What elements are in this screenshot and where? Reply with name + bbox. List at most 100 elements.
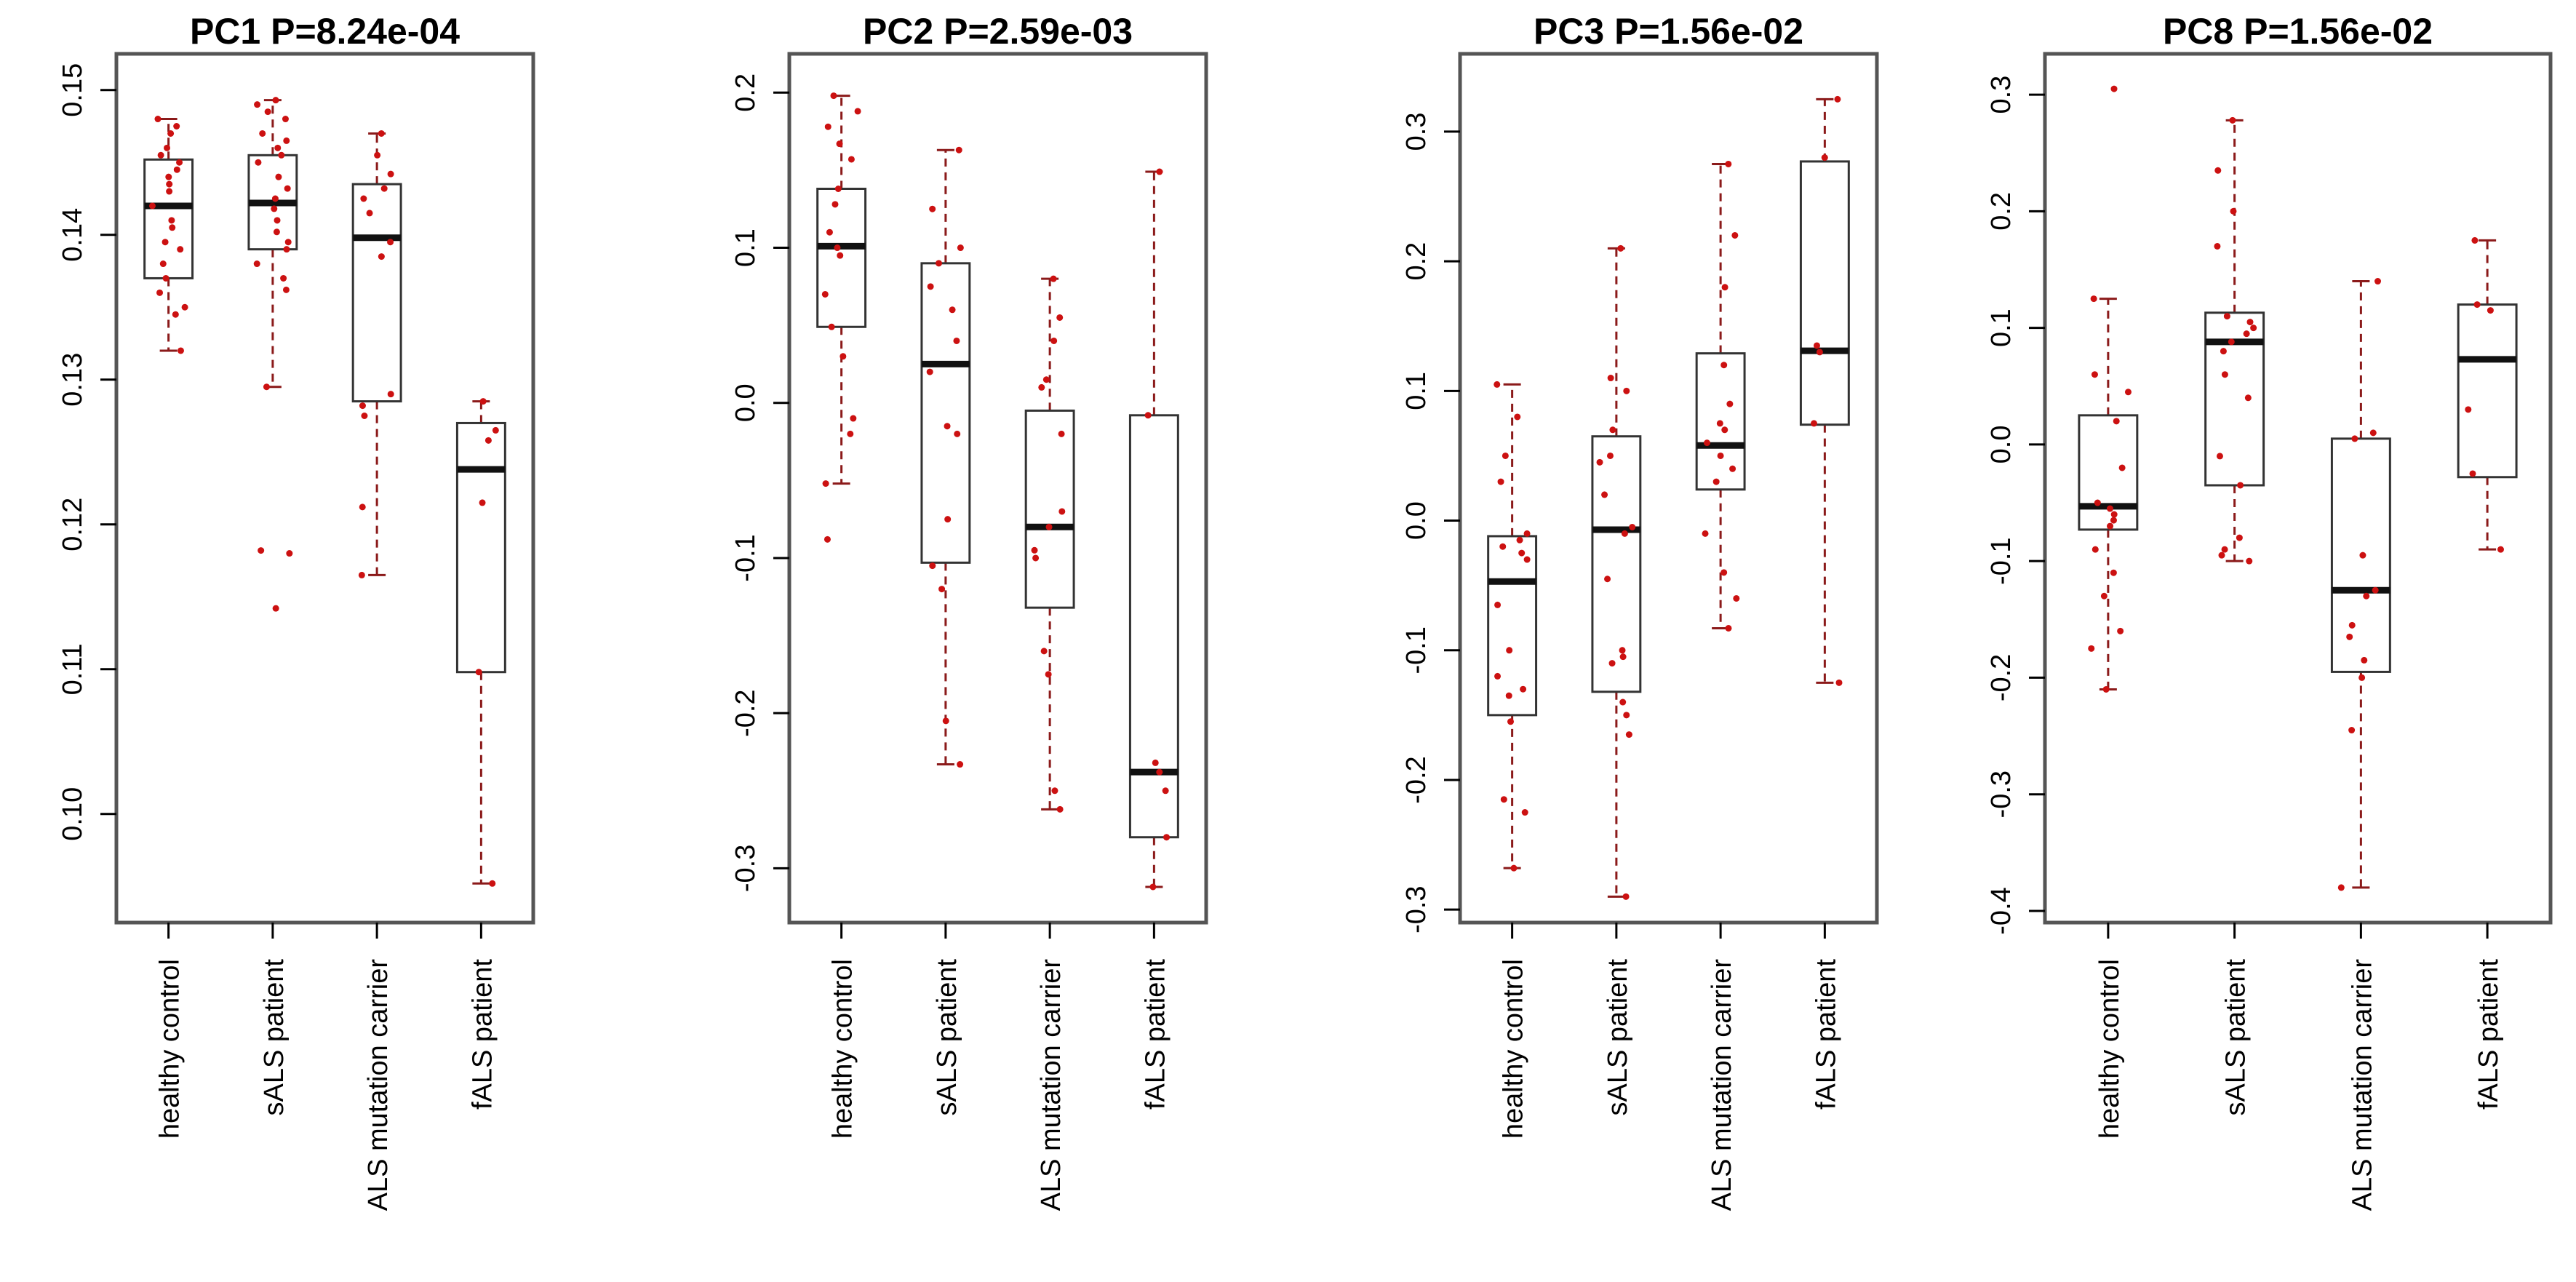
category-label: healthy control xyxy=(828,959,858,1139)
data-point xyxy=(840,353,847,360)
data-point xyxy=(380,185,388,192)
data-point xyxy=(1607,375,1614,382)
data-point xyxy=(284,239,292,246)
data-point xyxy=(1523,530,1531,537)
iqr-box xyxy=(351,183,402,403)
data-point xyxy=(157,151,164,159)
y-tick-label: 0.13 xyxy=(57,353,88,407)
data-point xyxy=(361,413,368,419)
data-point xyxy=(258,547,265,554)
data-point xyxy=(177,347,184,354)
data-point xyxy=(253,260,260,268)
data-point xyxy=(1038,383,1045,391)
box-1 xyxy=(816,95,867,485)
category-label: healthy control xyxy=(155,959,186,1139)
y-tick-label: 0.12 xyxy=(57,498,88,552)
y-tick-label: 0.0 xyxy=(1401,501,1432,540)
data-point xyxy=(1032,554,1040,562)
data-point xyxy=(2244,394,2252,402)
data-point xyxy=(1144,412,1152,419)
y-tick-label: 0.14 xyxy=(57,208,88,262)
data-point xyxy=(2229,116,2236,124)
data-point xyxy=(2228,338,2235,346)
data-point xyxy=(1494,672,1502,680)
data-point xyxy=(2106,505,2113,512)
data-point xyxy=(2348,621,2356,629)
data-point xyxy=(2223,313,2230,320)
y-tick-label: -0.2 xyxy=(1401,756,1432,803)
data-point xyxy=(1813,342,1820,349)
chart-panel-3: PC3 P=1.56e-02 -0.3 -0.2 -0.1 0.0 0.1 0.2 0.3 he… xyxy=(1401,11,1879,1211)
data-point xyxy=(479,398,487,405)
data-point xyxy=(165,173,172,180)
data-point xyxy=(168,217,175,224)
data-point xyxy=(255,159,262,166)
data-point xyxy=(2110,85,2118,92)
data-point xyxy=(2246,557,2253,565)
data-point xyxy=(1619,653,1627,661)
data-point xyxy=(2090,295,2097,303)
data-point xyxy=(166,188,173,195)
data-point xyxy=(2221,371,2228,378)
data-point xyxy=(2088,645,2095,652)
data-point xyxy=(378,253,385,260)
y-tick-label: 0.0 xyxy=(1986,425,2017,463)
box-4 xyxy=(455,400,506,885)
data-point xyxy=(1058,430,1065,437)
data-point xyxy=(1712,478,1720,485)
category-label: sALS patient xyxy=(259,959,290,1116)
data-point xyxy=(847,430,854,437)
data-point xyxy=(2250,325,2257,332)
data-point xyxy=(1520,685,1527,693)
data-point xyxy=(2216,453,2223,460)
plot-frame xyxy=(787,52,1208,925)
data-point xyxy=(1604,576,1611,583)
data-point xyxy=(1623,712,1630,719)
iqr-box xyxy=(1128,414,1179,839)
category-label: healthy control xyxy=(1499,959,1529,1139)
data-point xyxy=(387,391,394,398)
data-point xyxy=(156,289,164,296)
data-point xyxy=(167,130,175,137)
data-point xyxy=(929,562,936,570)
data-point xyxy=(1050,275,1057,282)
category-label: ALS mutation carrier xyxy=(2347,959,2377,1211)
data-point xyxy=(2124,389,2132,396)
data-point xyxy=(1716,420,1723,427)
data-point xyxy=(1521,809,1528,816)
data-point xyxy=(1516,536,1523,544)
data-point xyxy=(1497,478,1504,485)
category-label: ALS mutation carrier xyxy=(363,959,394,1211)
data-point xyxy=(359,402,366,410)
iqr-box xyxy=(1799,160,1850,426)
data-point xyxy=(1162,787,1169,795)
data-point xyxy=(173,123,180,130)
y-tick-label: 0.15 xyxy=(57,63,88,117)
data-point xyxy=(1163,834,1171,841)
data-point xyxy=(1725,624,1732,632)
data-point xyxy=(2471,236,2479,244)
data-point xyxy=(2243,330,2250,338)
chart-panel-1: PC1 P=8.24e-04 0.10 0.11 0.12 0.13 0.14 0.15 he… xyxy=(57,11,535,1211)
data-point xyxy=(850,415,857,422)
data-point xyxy=(271,195,279,202)
y-tick-label: 0.3 xyxy=(1986,76,2017,114)
plot-frame xyxy=(2043,52,2553,925)
category-label: fALS patient xyxy=(1140,959,1171,1110)
data-point xyxy=(1040,648,1048,655)
data-point xyxy=(489,880,496,887)
data-point xyxy=(1494,601,1502,608)
data-point xyxy=(2237,482,2244,489)
y-tick-label: -0.4 xyxy=(1986,887,2017,934)
data-point xyxy=(286,550,293,557)
data-point xyxy=(1717,452,1724,459)
data-point xyxy=(387,170,394,178)
data-point xyxy=(836,140,843,148)
data-point xyxy=(1726,400,1734,407)
data-point xyxy=(2113,418,2120,425)
data-point xyxy=(854,108,861,115)
box-4 xyxy=(2457,239,2518,551)
iqr-box xyxy=(1024,409,1075,609)
y-tick-label: -0.3 xyxy=(1401,885,1432,933)
